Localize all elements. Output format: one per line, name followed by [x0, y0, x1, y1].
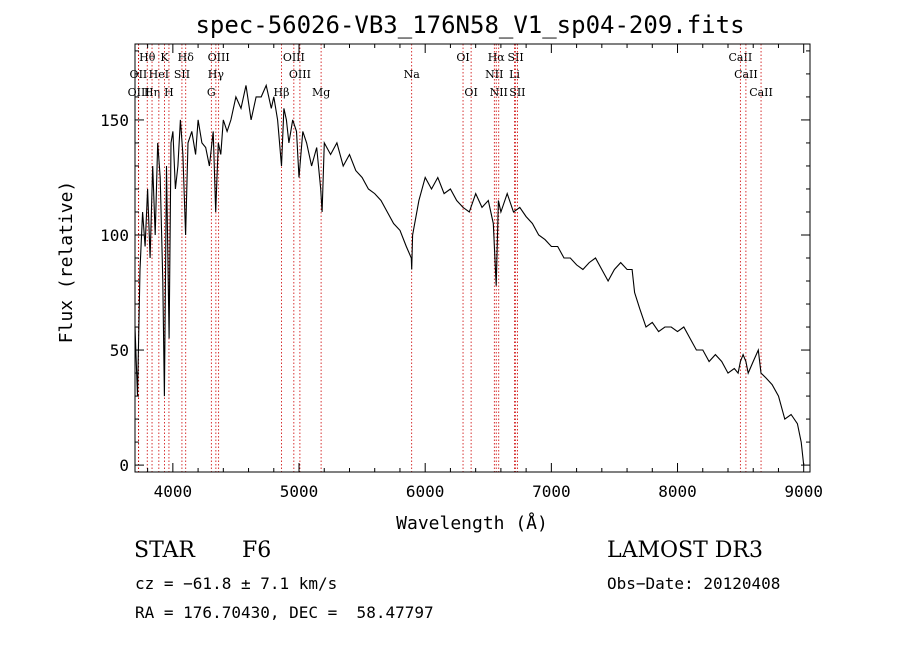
- x-tick-label-4: 8000: [658, 482, 697, 501]
- line-label-21: NII: [490, 86, 508, 99]
- line-label-15: Mg: [312, 86, 330, 99]
- line-label-1: OII: [130, 68, 148, 81]
- line-label-20: NII: [485, 68, 503, 81]
- line-label-10: Hγ: [208, 68, 225, 81]
- x-tick-label-2: 6000: [406, 482, 445, 501]
- x-axis-label: Wavelength (Å): [396, 512, 548, 534]
- line-label-7: SII: [174, 68, 190, 81]
- line-label-6: H: [164, 86, 174, 99]
- line-label-16: Na: [404, 68, 421, 81]
- line-label-23: Li: [509, 68, 520, 81]
- y-tick-label-1: 50: [110, 341, 129, 360]
- x-tick-label-5: 9000: [784, 482, 823, 501]
- obs-date: Obs−Date: 20120408: [607, 574, 781, 593]
- survey-name: LAMOST DR3: [607, 538, 763, 563]
- line-label-13: OIII: [283, 51, 305, 64]
- line-label-24: SII: [509, 86, 525, 99]
- x-tick-label-3: 7000: [532, 482, 571, 501]
- y-tick-label-2: 100: [100, 226, 129, 245]
- line-label-2: OIII: [128, 86, 150, 99]
- line-label-5: HeI: [149, 68, 169, 81]
- chart-title: spec-56026-VB3_176N58_V1_sp04-209.fits: [195, 11, 744, 39]
- y-tick-label-0: 0: [119, 456, 129, 475]
- y-tick-label-3: 150: [100, 111, 129, 130]
- object-type: STAR: [134, 538, 195, 563]
- redshift-cz: cz = −61.8 ± 7.1 km/s: [135, 574, 338, 593]
- line-label-27: CaII: [749, 86, 773, 99]
- line-label-14: OIII: [289, 68, 311, 81]
- line-label-11: G: [207, 86, 216, 99]
- x-tick-label-0: 4000: [154, 482, 193, 501]
- line-label-25: CaII: [729, 51, 753, 64]
- line-label-19: Hα: [488, 51, 506, 64]
- line-label-4: K: [160, 51, 169, 64]
- line-label-12: Hβ: [274, 86, 290, 99]
- series-flux-line: [134, 83, 805, 466]
- y-axis-label: Flux (relative): [56, 181, 77, 344]
- axis-ticks: 4000 5000 6000 7000 8000 9000 0 50 100 150: [100, 44, 823, 501]
- line-label-18: OI: [464, 86, 477, 99]
- line-label-0: Hθ: [139, 51, 156, 64]
- line-label-26: CaII: [734, 68, 758, 81]
- line-label-17: OI: [456, 51, 469, 64]
- x-tick-label-1: 5000: [280, 482, 319, 501]
- coordinates: RA = 176.70430, DEC = 58.47797: [135, 603, 434, 622]
- subclass: F6: [242, 538, 272, 563]
- line-label-8: Hδ: [178, 51, 195, 64]
- line-label-22: SII: [508, 51, 524, 64]
- line-label-9: OIII: [208, 51, 230, 64]
- plot-frame: [134, 43, 811, 473]
- line-label-3: Hη: [144, 86, 160, 99]
